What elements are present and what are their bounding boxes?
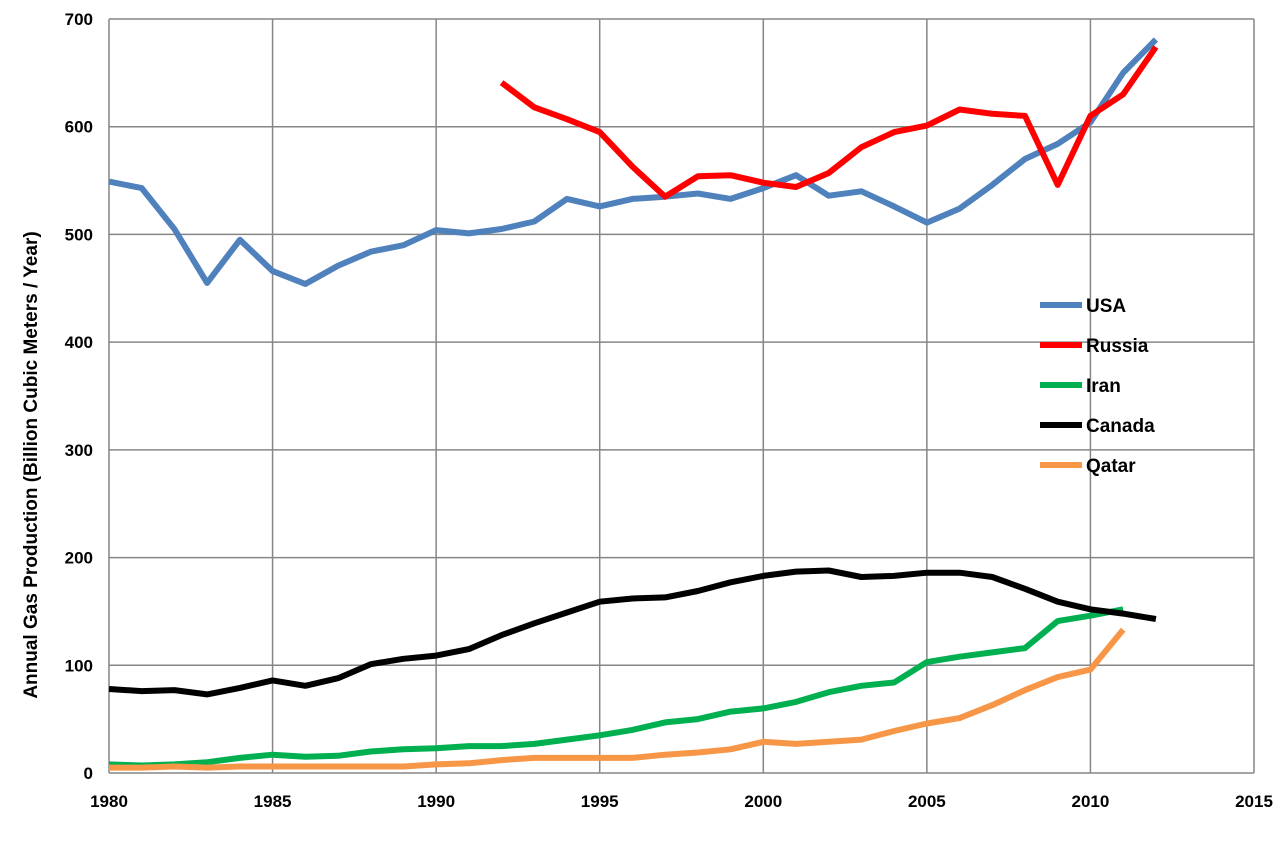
y-tick-label-200: 200 <box>65 549 93 568</box>
y-tick-label-300: 300 <box>65 441 93 460</box>
y-tick-label-400: 400 <box>65 333 93 352</box>
series-line-russia <box>499 45 1159 200</box>
legend-label-iran: Iran <box>1086 376 1121 397</box>
axes: 1980 1985 1990 1995 2000 2005 2010 2015 0 100 200 3… <box>65 10 1273 811</box>
legend: USA Russia Iran Canada Qatar <box>1040 296 1155 477</box>
y-tick-label-500: 500 <box>65 225 93 244</box>
x-tick-label-2005: 2005 <box>908 792 946 811</box>
x-tick-label-1990: 1990 <box>417 792 455 811</box>
x-tick-label-1985: 1985 <box>254 792 292 811</box>
legend-label-usa: USA <box>1086 296 1126 317</box>
y-tick-label-0: 0 <box>84 764 93 783</box>
y-tick-label-100: 100 <box>65 656 93 675</box>
x-tick-label-2015: 2015 <box>1235 792 1273 811</box>
y-tick-label-600: 600 <box>65 118 93 137</box>
series-lines <box>108 37 1159 771</box>
x-tick-label-2000: 2000 <box>744 792 782 811</box>
legend-label-qatar: Qatar <box>1086 456 1136 477</box>
series-line-canada <box>108 567 1157 698</box>
y-axis-title: Annual Gas Production (Billion Cubic Met… <box>21 231 42 698</box>
series-line-qatar <box>109 627 1126 771</box>
series-line-iran <box>108 606 1124 769</box>
x-tick-label-1980: 1980 <box>90 792 128 811</box>
legend-label-russia: Russia <box>1086 336 1149 357</box>
legend-label-canada: Canada <box>1086 416 1155 437</box>
x-tick-label-2010: 2010 <box>1072 792 1110 811</box>
y-tick-label-700: 700 <box>65 10 93 29</box>
x-tick-label-1995: 1995 <box>581 792 619 811</box>
series-line-usa <box>108 37 1159 287</box>
